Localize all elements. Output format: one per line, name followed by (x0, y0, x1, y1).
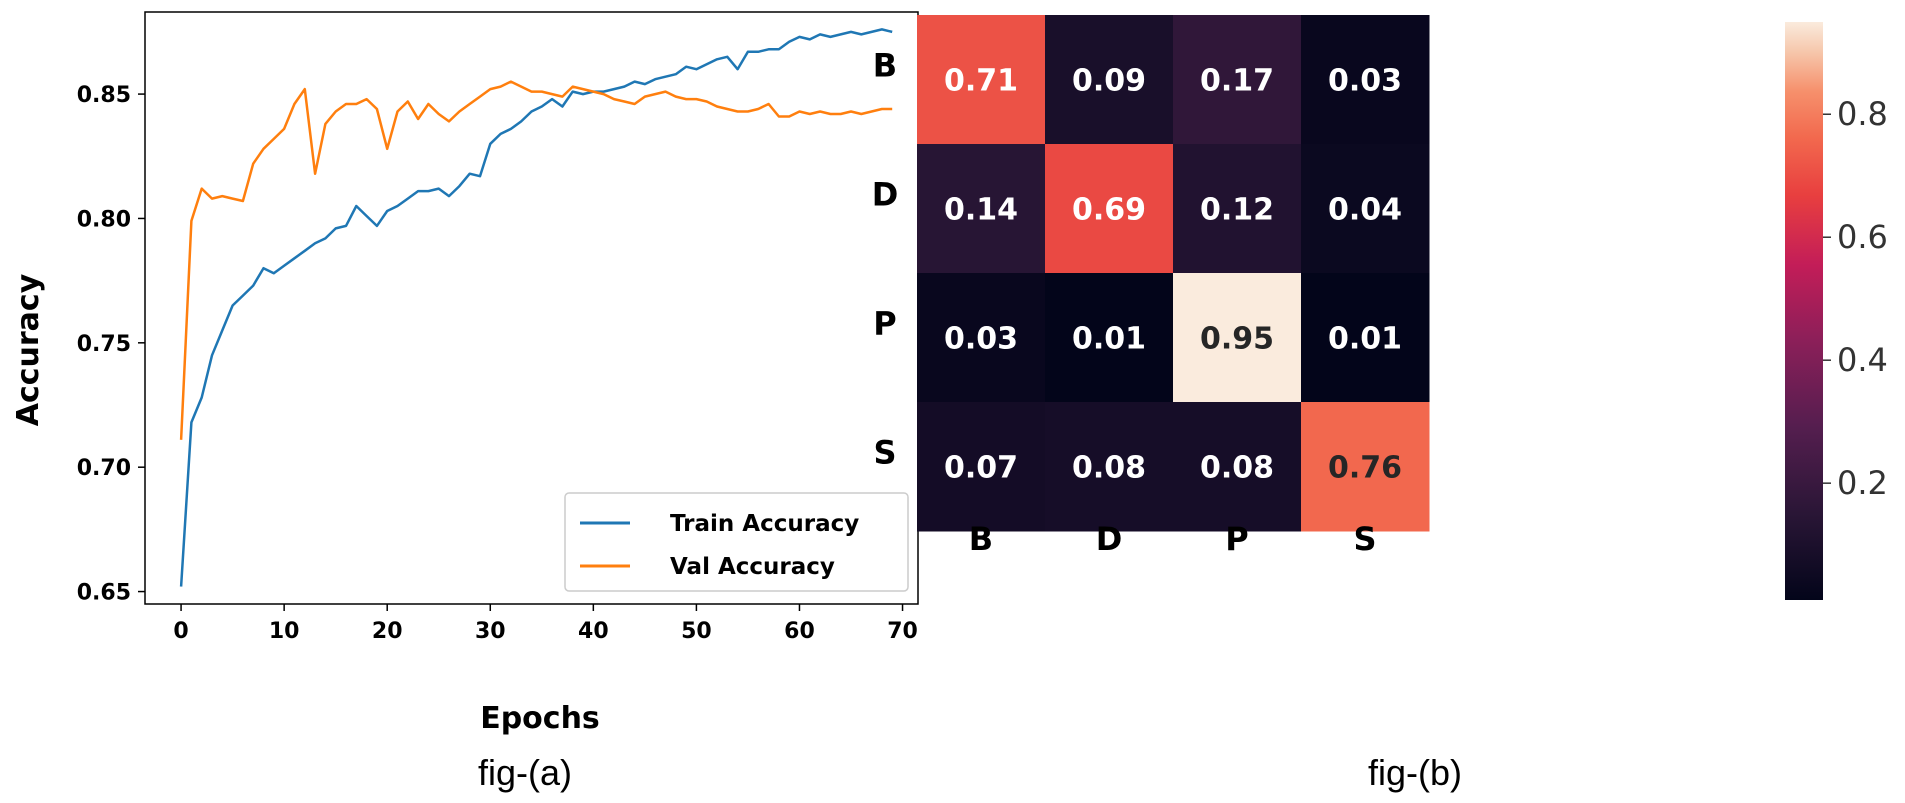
row-label: D (872, 176, 899, 214)
y-axis-ticks: 0.65 0.70 0.75 0.80 0.85 (77, 83, 145, 606)
colorbar-tick-label: 0.2 (1837, 464, 1888, 502)
x-tick-label: 30 (475, 619, 506, 644)
heatmap-cell (1045, 273, 1174, 403)
legend: Train Accuracy Val Accuracy (564, 492, 909, 592)
x-axis-label: Epochs (480, 701, 600, 736)
column-label: D (1096, 520, 1123, 558)
colorbar-ticks: 0.2 0.4 0.6 0.8 (1823, 95, 1888, 502)
column-label: P (1225, 520, 1248, 558)
heatmap-cell (1045, 402, 1174, 532)
caption-b: fig-(b) (1368, 752, 1462, 793)
x-tick-label: 50 (681, 619, 712, 644)
heatmap-cell (1173, 15, 1302, 145)
cell-value: 0.01 (1072, 322, 1146, 357)
colorbar: 0.2 0.4 0.6 0.8 (1785, 22, 1888, 600)
heatmap-cell (1045, 15, 1174, 145)
cell-value: 0.76 (1328, 451, 1402, 486)
heatmap-cell (1301, 273, 1430, 403)
heatmap-cell (1173, 273, 1302, 403)
val-accuracy-line (179, 80, 893, 440)
cell-value: 0.12 (1200, 193, 1274, 228)
cell-value: 0.08 (1072, 451, 1146, 486)
heatmap-cell (1301, 144, 1430, 274)
line-chart: 0 10 20 30 40 50 60 70 0.65 0.70 0.75 0.80 0.85 Tra… (11, 11, 919, 793)
cell-value: 0.17 (1200, 64, 1274, 99)
heatmap-cells: 0.71 0.09 0.17 0.03 0.14 0.69 0.12 0.04 0.03 0.01… (917, 15, 1430, 532)
column-label: B (969, 520, 993, 558)
heatmap-cell (1045, 144, 1174, 274)
column-label: S (1353, 520, 1376, 558)
legend-label-val: Val Accuracy (670, 554, 835, 580)
cell-value: 0.03 (944, 322, 1018, 357)
cell-value: 0.03 (1328, 64, 1402, 99)
y-axis-label: Accuracy (11, 273, 46, 426)
x-tick-label: 10 (269, 619, 300, 644)
cell-value: 0.01 (1328, 322, 1402, 357)
y-tick-label: 0.65 (77, 581, 131, 606)
caption-a: fig-(a) (478, 752, 572, 793)
legend-box (564, 492, 909, 592)
cell-value: 0.14 (944, 193, 1018, 228)
heatmap-cell (917, 273, 1046, 403)
cell-value: 0.08 (1200, 451, 1274, 486)
cell-value: 0.07 (944, 451, 1018, 486)
y-tick-label: 0.70 (77, 456, 131, 481)
row-label: P (873, 305, 896, 343)
y-tick-label: 0.75 (77, 332, 131, 357)
x-tick-label: 20 (372, 619, 403, 644)
colorbar-tick-label: 0.4 (1837, 341, 1888, 379)
x-axis-ticks: 0 10 20 30 40 50 60 70 (173, 604, 918, 644)
cell-value: 0.09 (1072, 64, 1146, 99)
cell-value: 0.04 (1328, 193, 1402, 228)
heatmap-cell (917, 144, 1046, 274)
x-tick-label: 70 (887, 619, 918, 644)
heatmap-cell (1301, 402, 1430, 532)
heatmap-cell (1173, 402, 1302, 532)
colorbar-gradient (1785, 22, 1823, 600)
row-labels: B D P S (872, 47, 899, 472)
heatmap-cell (1301, 15, 1430, 145)
legend-label-train: Train Accuracy (670, 511, 859, 537)
cell-value: 0.95 (1200, 322, 1274, 357)
row-label: B (873, 47, 897, 85)
y-tick-label: 0.80 (77, 207, 131, 232)
x-tick-label: 0 (173, 619, 188, 644)
heatmap-chart: 0.71 0.09 0.17 0.03 0.14 0.69 0.12 0.04 0.03 0.01… (872, 15, 1888, 793)
x-tick-label: 40 (578, 619, 609, 644)
heatmap-cell (917, 402, 1046, 532)
y-tick-label: 0.85 (77, 83, 131, 108)
colorbar-tick-label: 0.6 (1837, 218, 1888, 256)
heatmap-cell (917, 15, 1046, 145)
x-tick-label: 60 (784, 619, 815, 644)
train-accuracy-line (179, 28, 893, 587)
heatmap-cell (1173, 144, 1302, 274)
colorbar-tick-label: 0.8 (1837, 95, 1888, 133)
series-lines (179, 28, 893, 587)
cell-value: 0.69 (1072, 193, 1146, 228)
cell-value: 0.71 (944, 64, 1018, 99)
row-label: S (873, 434, 896, 472)
